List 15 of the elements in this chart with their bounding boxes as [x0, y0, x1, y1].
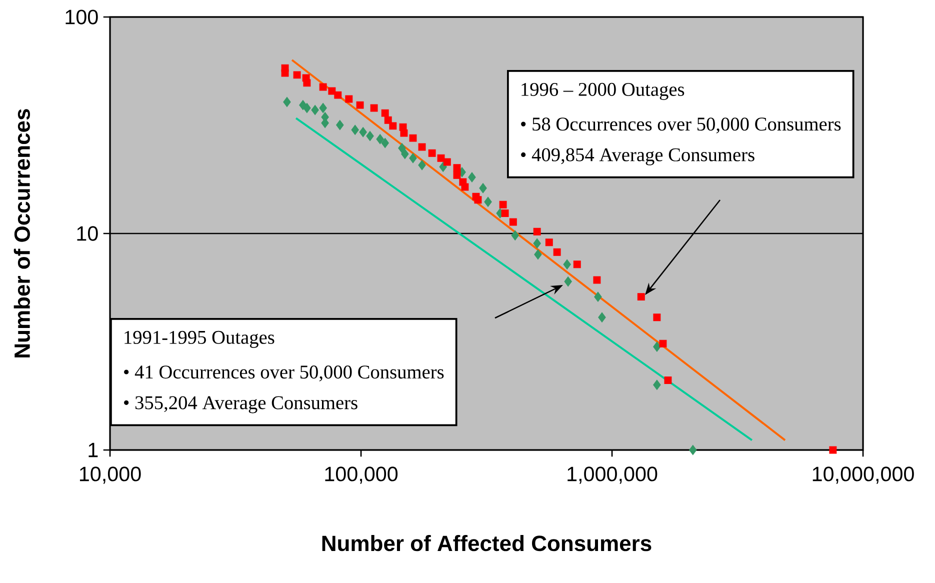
- y-tick-label: 10: [77, 226, 98, 241]
- y-axis-title: Number of Occurrences: [14, 109, 30, 358]
- annotation: 1991-1995 Outages: [124, 330, 274, 348]
- annotation: • 355,204 Average Consumers: [124, 396, 358, 414]
- annotation: • 58 Occurrences over 50,000 Consumers: [521, 118, 841, 134]
- x-tick-label: 1,000,000: [568, 466, 658, 484]
- annotation: • 409,854 Average Consumers: [521, 148, 754, 166]
- y-tick-label: 1: [88, 442, 98, 458]
- x-tick-label: 10,000: [80, 466, 141, 484]
- x-axis-title: Number of Affected Consumers: [322, 535, 652, 552]
- y-tick-label: 100: [66, 10, 98, 24]
- annotation: 1996 – 2000 Outages: [522, 82, 684, 100]
- x-tick-label: 100,000: [325, 466, 398, 484]
- x-tick-label: 10,000,000: [812, 466, 914, 484]
- annotation: • 41 Occurrences over 50,000 Consumers: [124, 366, 444, 382]
